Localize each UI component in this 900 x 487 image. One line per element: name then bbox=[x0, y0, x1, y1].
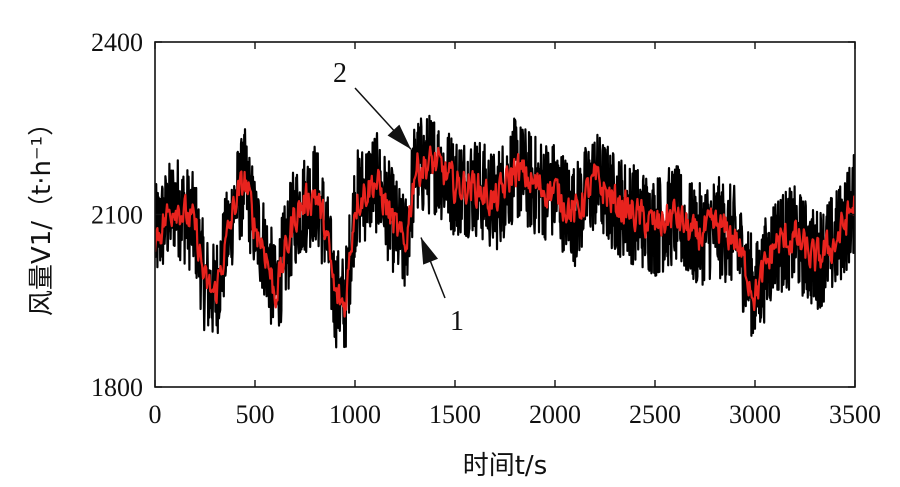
x-tick-label: 0 bbox=[149, 400, 162, 429]
annotation-arrow-2-head bbox=[387, 124, 411, 150]
series-layer bbox=[155, 114, 855, 349]
series-line-2 bbox=[155, 145, 855, 318]
x-axis-title: 时间t/s bbox=[463, 451, 548, 481]
x-tick-label: 1000 bbox=[329, 400, 381, 429]
x-tick-label: 3000 bbox=[729, 400, 781, 429]
x-tick-label: 1500 bbox=[429, 400, 481, 429]
y-axis-title: 风量V1/（t·h⁻¹） bbox=[27, 110, 57, 316]
x-tick-label: 500 bbox=[236, 400, 275, 429]
x-tick-label: 2500 bbox=[629, 400, 681, 429]
x-tick-label: 2000 bbox=[529, 400, 581, 429]
y-tick-label: 2100 bbox=[91, 201, 143, 230]
annotation-label-1: 1 bbox=[450, 306, 464, 337]
tick-labels: 0 500 1000 1500 2000 2500 3000 3500 1800 2100 2400 bbox=[91, 28, 881, 429]
series-line-1 bbox=[155, 114, 855, 349]
y-tick-label: 1800 bbox=[91, 373, 143, 402]
axes-layer bbox=[154, 41, 856, 388]
x-tick-label: 3500 bbox=[829, 400, 881, 429]
annotation-layer: 1 2 bbox=[333, 58, 464, 337]
annotation-label-2: 2 bbox=[333, 58, 347, 89]
y-tick-label: 2400 bbox=[91, 28, 143, 57]
annotation-arrow-1-head bbox=[421, 237, 439, 265]
